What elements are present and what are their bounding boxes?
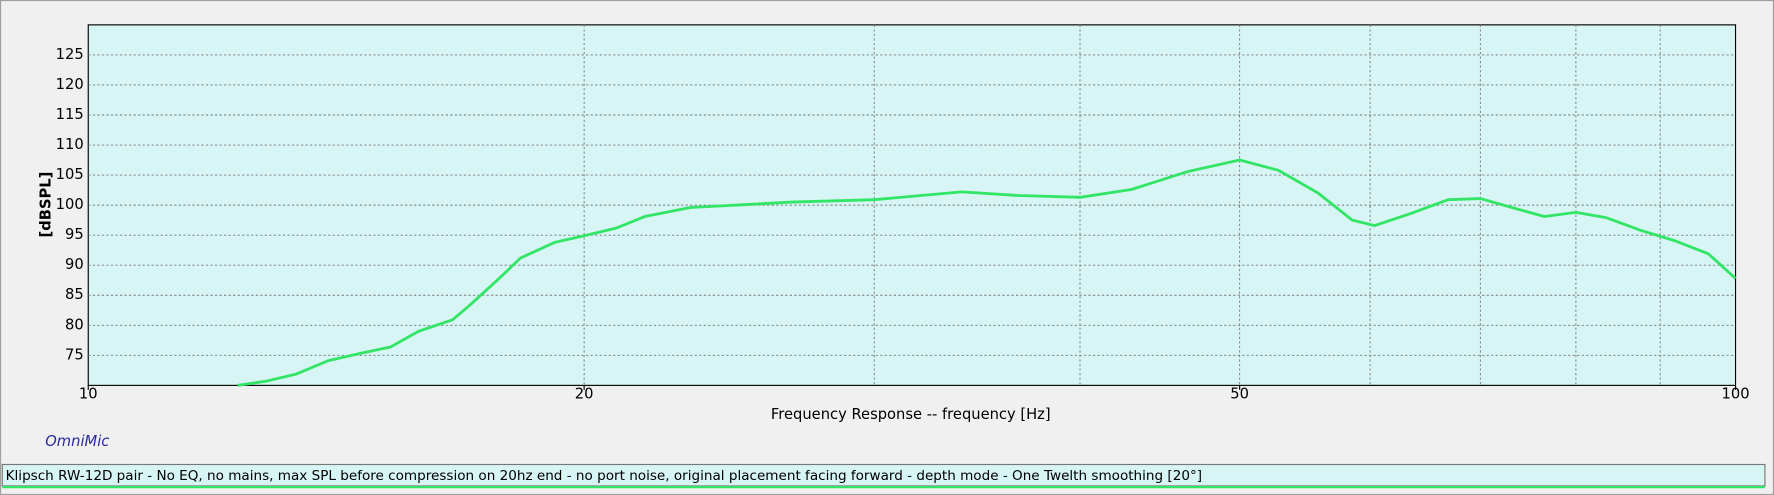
y-tick-label: 105: [56, 166, 84, 183]
y-axis-label: [dBSPL]: [37, 172, 54, 238]
y-tick-label: 100: [56, 196, 84, 213]
x-tick-label: 20: [575, 385, 594, 402]
x-tick-label: 100: [1722, 385, 1750, 402]
x-tick-label: 10: [79, 385, 98, 402]
y-tick-label: 85: [65, 286, 84, 303]
y-tick-label: 125: [56, 46, 84, 63]
response-line: [237, 158, 1737, 387]
brand: OmniMic: [45, 433, 109, 450]
y-tick-label: 95: [65, 226, 84, 243]
y-tick-label: 80: [65, 316, 84, 333]
y-tick-label: 115: [56, 106, 84, 123]
y-tick-label: 120: [56, 76, 84, 93]
y-tick-label: 90: [65, 256, 84, 273]
x-axis-label: Frequency Response -- frequency [Hz]: [771, 406, 1051, 423]
legend-text: Klipsch RW-12D pair - No EQ, no mains, m…: [6, 468, 1202, 484]
y-tick-label: 75: [65, 346, 84, 363]
x-tick-label: 50: [1230, 385, 1249, 402]
y-tick-label: 110: [56, 136, 84, 153]
